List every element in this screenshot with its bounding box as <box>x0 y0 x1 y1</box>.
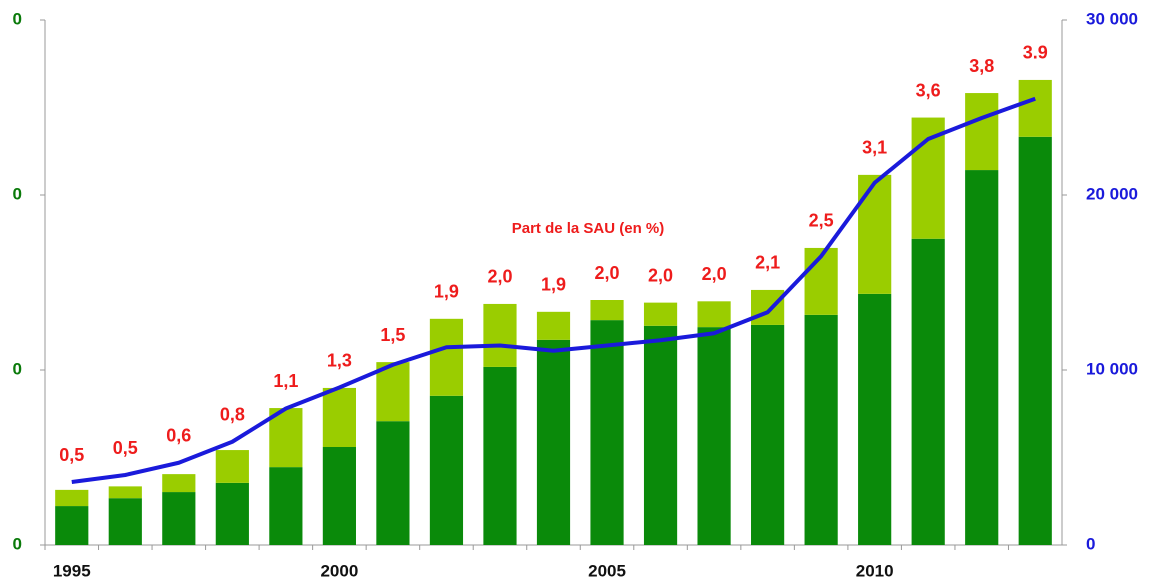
data-label: 1,9 <box>541 275 566 295</box>
bar <box>697 301 731 328</box>
bar <box>162 492 196 545</box>
data-label: 2,0 <box>648 265 673 285</box>
data-label: 2,5 <box>809 211 834 231</box>
bar <box>751 324 785 545</box>
y-tick-label: 0 <box>13 184 22 203</box>
data-label: 1,9 <box>434 282 459 302</box>
data-label: 0,5 <box>59 445 84 465</box>
bar <box>429 395 464 545</box>
bar <box>858 174 892 294</box>
bar <box>590 320 624 545</box>
bar <box>911 238 945 545</box>
y2-tick-label: 10 000 <box>1086 359 1138 378</box>
data-label: 3,8 <box>969 56 994 76</box>
y2-tick-label: 20 000 <box>1086 184 1138 203</box>
bar <box>483 303 517 367</box>
bar <box>536 339 571 545</box>
data-label: 1,5 <box>380 325 405 345</box>
y2-tick-label: 30 000 <box>1086 9 1138 28</box>
x-tick-label: 2010 <box>856 561 894 580</box>
data-label: 1,1 <box>273 371 298 391</box>
bar <box>108 498 142 545</box>
bar <box>804 314 838 545</box>
y-tick-label: 0 <box>13 9 22 28</box>
data-label: 3,1 <box>862 138 887 158</box>
x-tick-label: 1995 <box>53 561 91 580</box>
bar <box>751 289 785 325</box>
data-label: 2,0 <box>487 267 512 287</box>
data-label: 2,0 <box>702 264 727 284</box>
x-tick-label: 2000 <box>320 561 358 580</box>
bar <box>536 311 571 340</box>
bar <box>590 300 624 321</box>
data-label: 1,3 <box>327 350 352 370</box>
bar <box>697 327 731 545</box>
bar <box>215 450 249 483</box>
bar <box>269 408 303 468</box>
bar <box>162 474 196 493</box>
annotation: Part de la SAU (en %) <box>512 220 665 237</box>
y-tick-label: 0 <box>13 359 22 378</box>
data-label: 2,0 <box>595 263 620 283</box>
bar <box>643 302 678 326</box>
data-label: 3.9 <box>1023 43 1048 63</box>
data-label: 3,6 <box>916 80 941 100</box>
data-label: 2,1 <box>755 253 780 273</box>
data-label: 0,8 <box>220 405 245 425</box>
y2-tick-label: 0 <box>1086 534 1095 553</box>
bar <box>322 447 356 545</box>
bar <box>429 318 464 396</box>
bar <box>108 486 142 499</box>
bar <box>55 489 89 507</box>
bar <box>858 293 892 545</box>
bar <box>322 387 356 447</box>
bar <box>215 482 249 545</box>
bar <box>376 421 410 545</box>
y-tick-label: 0 <box>13 534 22 553</box>
line <box>71 96 1036 484</box>
bar <box>965 93 999 171</box>
data-label: 0,6 <box>166 426 191 446</box>
bar <box>483 366 517 545</box>
bar <box>1018 79 1052 137</box>
bar <box>965 170 999 545</box>
bar <box>643 325 678 545</box>
data-label: 0,5 <box>113 438 138 458</box>
x-tick-label: 2005 <box>588 561 626 580</box>
bar <box>269 467 303 545</box>
bar <box>1018 136 1052 545</box>
bar <box>55 506 89 545</box>
bar <box>376 362 410 422</box>
